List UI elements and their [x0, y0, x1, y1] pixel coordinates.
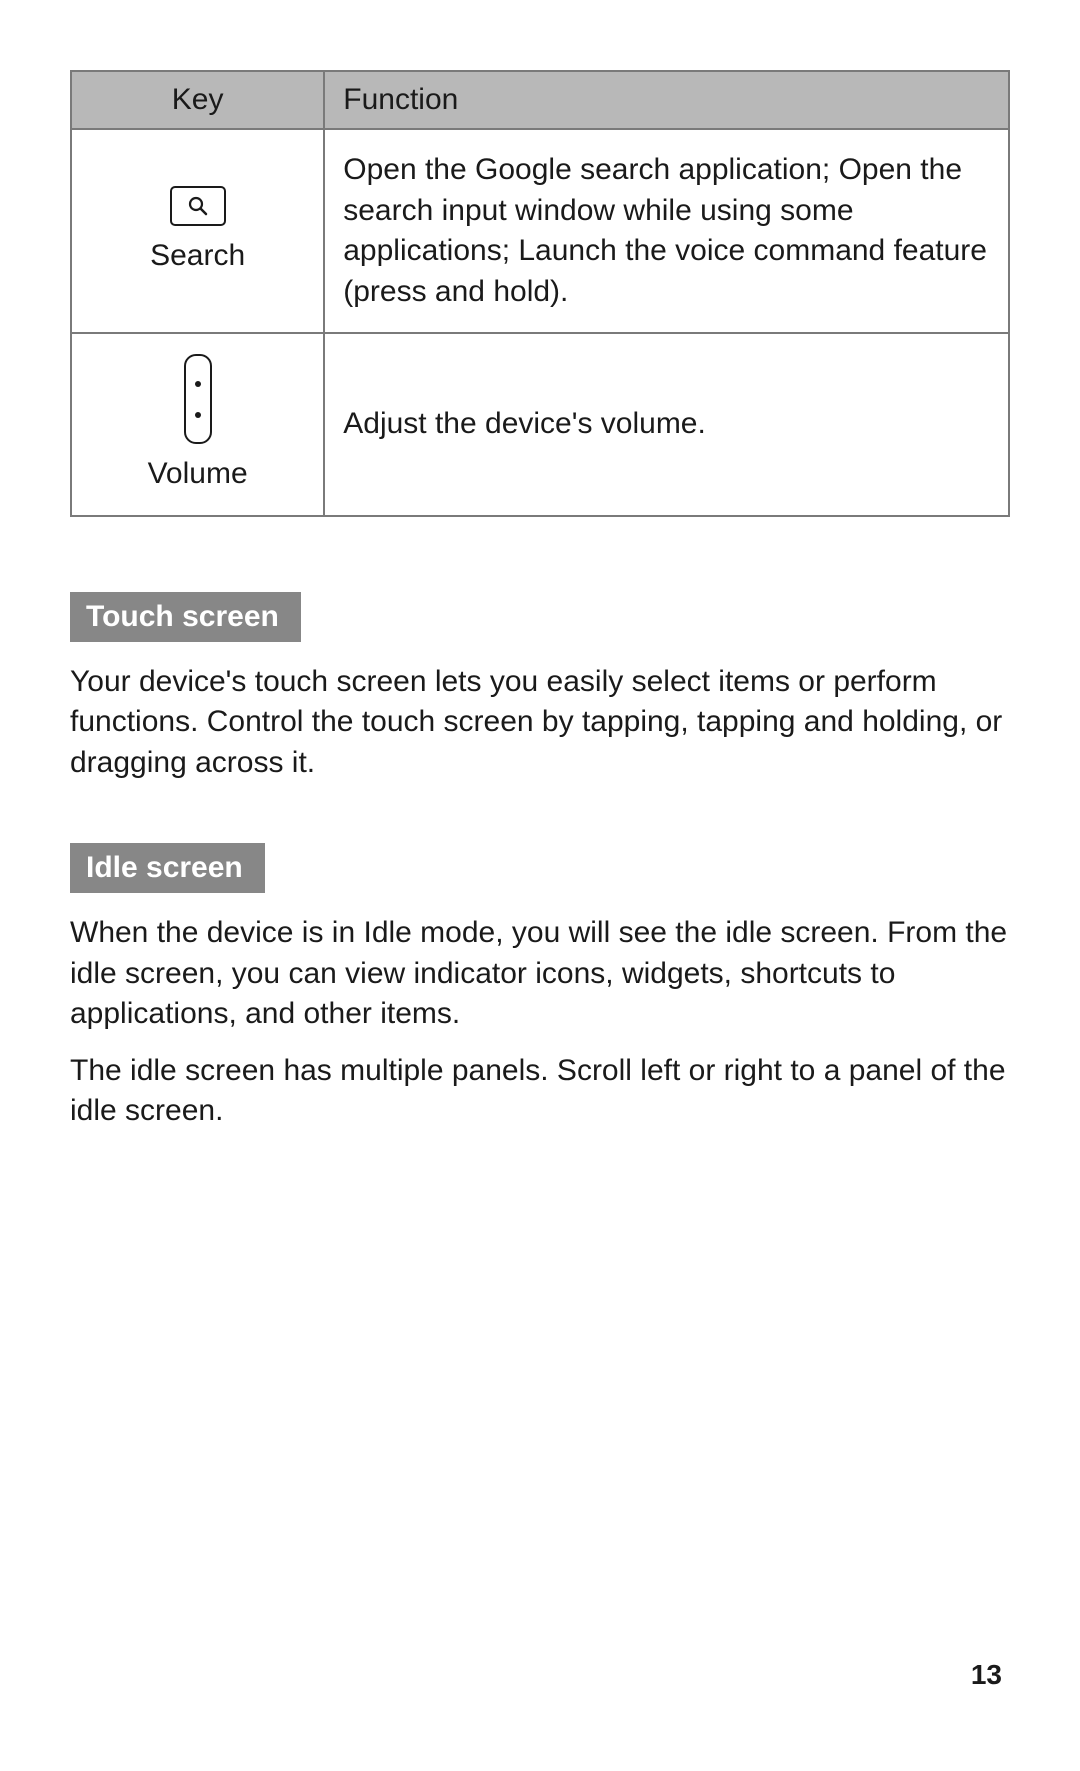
search-icon: [170, 186, 226, 226]
paragraph: The idle screen has multiple panels. Scr…: [70, 1051, 1010, 1132]
table-row: Search Open the Google search applicatio…: [71, 129, 1009, 333]
page-number: 13: [971, 1659, 1002, 1691]
key-cell-search: Search: [71, 129, 324, 333]
volume-icon: [184, 354, 212, 444]
header-key: Key: [71, 71, 324, 129]
key-label-volume: Volume: [148, 454, 248, 495]
section-idle-screen: Idle screen: [70, 843, 1010, 893]
section-heading: Idle screen: [70, 843, 265, 893]
key-function-table: Key Function Search: [70, 70, 1010, 517]
section-touch-screen: Touch screen: [70, 592, 1010, 642]
document-page: Key Function Search: [0, 0, 1080, 1198]
function-cell-search: Open the Google search application; Open…: [324, 129, 1009, 333]
table-header-row: Key Function: [71, 71, 1009, 129]
function-cell-volume: Adjust the device's volume.: [324, 333, 1009, 516]
paragraph: Your device's touch screen lets you easi…: [70, 662, 1010, 784]
key-cell-volume: Volume: [71, 333, 324, 516]
paragraph: When the device is in Idle mode, you wil…: [70, 913, 1010, 1035]
key-label-search: Search: [150, 236, 245, 277]
header-function: Function: [324, 71, 1009, 129]
table-row: Volume Adjust the device's volume.: [71, 333, 1009, 516]
section-heading: Touch screen: [70, 592, 301, 642]
